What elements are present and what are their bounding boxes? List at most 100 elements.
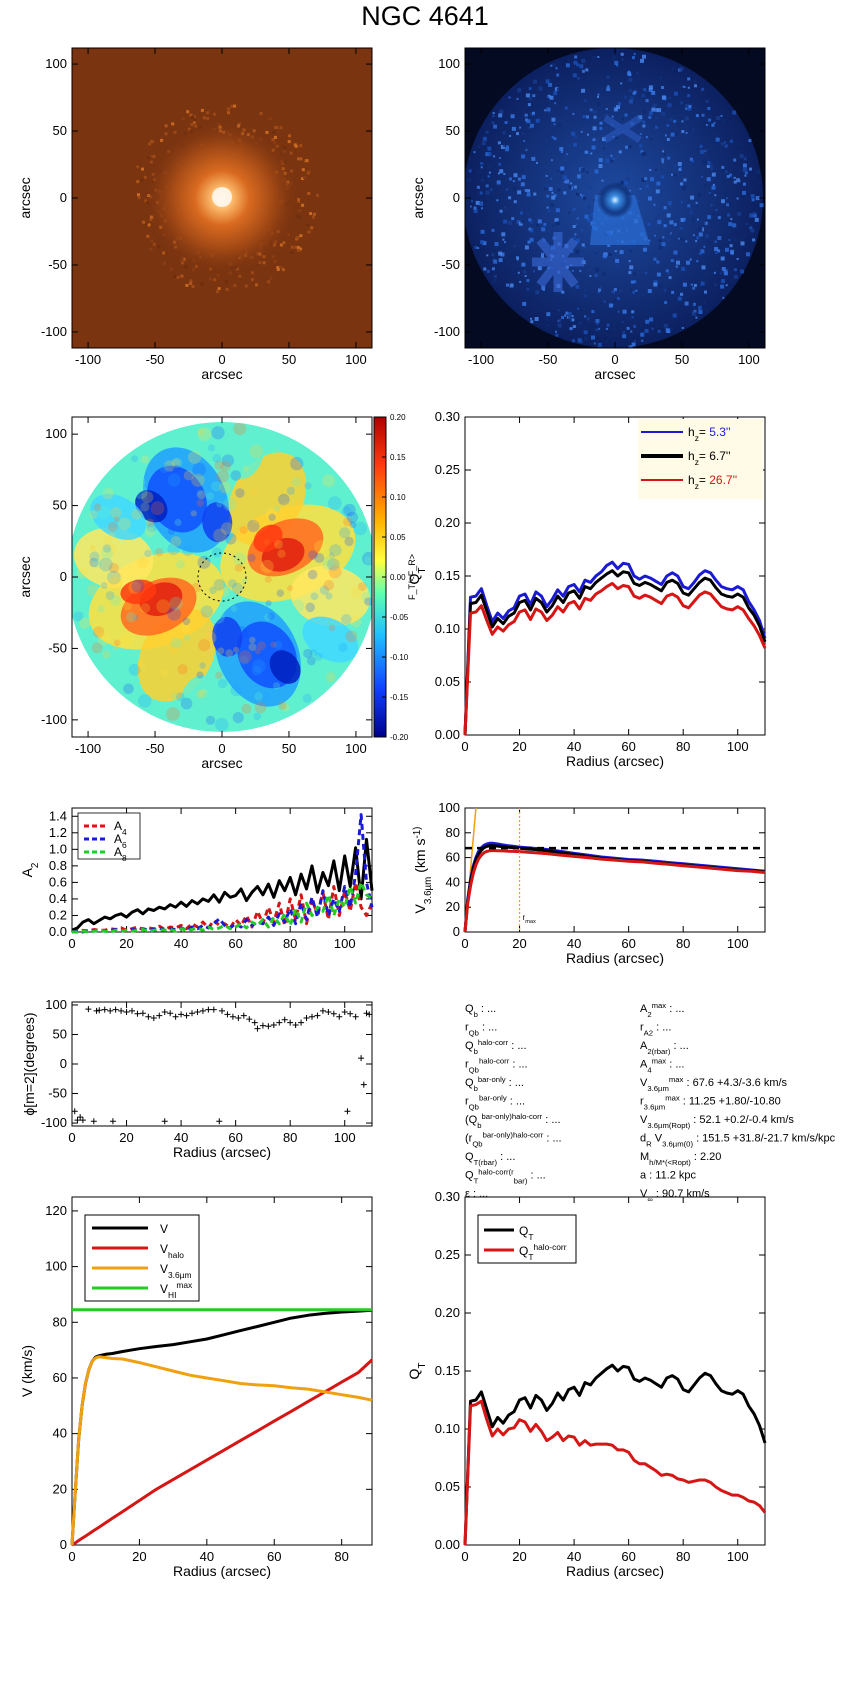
y-tick-label: -100 — [41, 712, 67, 727]
blue-speckle-pixel — [688, 104, 692, 108]
force-map-texture — [362, 551, 372, 566]
phase-point — [112, 1006, 119, 1013]
blue-speckle-pixel — [572, 207, 576, 211]
blue-speckle-pixel — [631, 310, 635, 314]
orange-speckle-pixel — [217, 287, 221, 291]
force-map-texture — [364, 556, 372, 565]
blue-speckle-pixel — [616, 297, 620, 300]
legend-box — [477, 1214, 577, 1264]
blue-speckle-pixel — [744, 171, 748, 175]
blue-speckle-pixel — [634, 339, 636, 342]
force-map-texture — [196, 490, 206, 500]
blue-speckle-pixel — [722, 296, 725, 299]
phase-point — [341, 1009, 348, 1016]
blue-speckle-pixel — [555, 330, 557, 333]
blue-speckle-pixel — [499, 174, 502, 177]
blue-speckle-pixel — [546, 324, 550, 328]
blue-speckle-pixel — [596, 102, 601, 107]
blue-speckle-pixel — [621, 118, 624, 121]
blue-speckle-pixel — [553, 137, 557, 141]
phase-point — [134, 1010, 141, 1017]
blue-speckle-pixel — [516, 132, 519, 136]
blue-speckle-pixel — [696, 109, 700, 113]
force-map-texture — [281, 607, 291, 616]
blue-speckle-pixel — [648, 115, 652, 119]
force-map-texture — [225, 533, 237, 545]
phase-point — [189, 1010, 195, 1017]
blue-speckle-pixel — [744, 174, 747, 177]
blue-speckle-pixel — [711, 185, 716, 190]
blue-speckle-pixel — [679, 67, 684, 72]
blue-speckle-pixel — [743, 182, 746, 186]
orange-speckle-pixel — [176, 275, 180, 279]
blue-speckle-pixel — [529, 123, 534, 128]
blue-speckle-pixel — [759, 203, 764, 208]
blue-speckle-pixel — [528, 126, 531, 129]
force-map-texture — [97, 605, 105, 613]
axes-orange-image: -100 -50 0 50 100 -100 -50 0 50 100 arcsec arcsec — [17, 47, 373, 382]
axes-fourier-amplitudes: 0 20 40 60 80 100 0.0 0.20.4 0.60.8 1.01.2 1.4 A2 — [19, 807, 373, 951]
blue-speckle-pixel — [522, 301, 527, 306]
y-axis-label-group: QT — [406, 1363, 428, 1380]
force-map-texture — [172, 457, 183, 468]
blue-speckle-pixel — [610, 159, 614, 163]
x-tick-label: 80 — [334, 1549, 348, 1564]
panel-blue-image: -100 -50 0 50 100 -100 -50 0 50 100 arcsec arcsec — [410, 47, 766, 382]
blue-speckle-pixel — [687, 86, 690, 89]
orange-speckle-pixel — [224, 280, 228, 284]
y-tick-label: 60 — [53, 1370, 67, 1385]
blue-speckle-pixel — [708, 163, 713, 168]
blue-speckle-pixel — [699, 90, 702, 93]
phase-point — [79, 1117, 86, 1124]
orange-speckle-pixel — [297, 215, 301, 219]
orange-speckle-pixel — [233, 104, 237, 108]
blue-speckle-pixel — [729, 244, 733, 248]
phase-point — [276, 1019, 283, 1026]
y-axis-label: V3.6µm (km s-1) — [412, 827, 434, 914]
blue-speckle-pixel — [602, 254, 607, 259]
blue-speckle-pixel — [541, 254, 544, 258]
blue-speckle-pixel — [581, 229, 584, 232]
blue-speckle-pixel — [559, 73, 562, 76]
blue-speckle-pixel — [535, 249, 537, 252]
orange-speckle-pixel — [200, 282, 204, 286]
blue-speckle-pixel — [486, 269, 490, 273]
blue-speckle-pixel — [690, 283, 693, 286]
orange-speckle-pixel — [152, 155, 156, 158]
blue-speckle-pixel — [480, 162, 484, 166]
blue-speckle-pixel — [632, 56, 635, 60]
colorbar-tick-label: 0.00 — [390, 573, 406, 582]
x-tick-label: 20 — [132, 1549, 146, 1564]
blue-speckle-pixel — [632, 290, 636, 294]
force-map-texture — [160, 668, 170, 677]
x-tick-label: 80 — [283, 936, 297, 951]
force-map-texture — [306, 656, 316, 666]
blue-speckle-pixel — [678, 167, 682, 171]
y-tick-label: 50 — [53, 498, 67, 513]
blue-speckle-pixel — [724, 170, 728, 174]
blue-speckle-pixel — [715, 208, 718, 211]
blue-speckle-pixel — [493, 197, 498, 202]
force-map-texture — [192, 462, 206, 477]
blue-speckle-pixel — [641, 177, 646, 182]
force-map-texture — [183, 470, 194, 481]
blue-speckle-pixel — [517, 177, 521, 181]
x-tick-label: 40 — [567, 936, 581, 951]
blue-speckle-pixel — [677, 296, 682, 301]
force-map-texture — [76, 567, 88, 579]
blue-speckle-pixel — [485, 130, 489, 134]
blue-speckle-pixel — [740, 269, 745, 274]
blue-speckle-pixel — [678, 237, 680, 240]
blue-speckle-pixel — [630, 330, 633, 333]
force-map-texture — [343, 517, 353, 527]
blue-speckle-pixel — [714, 194, 717, 197]
blue-speckle-pixel — [726, 197, 729, 200]
orange-speckle-pixel — [147, 156, 151, 159]
y-tick-label: 0 — [60, 569, 67, 584]
blue-speckle-pixel — [636, 199, 639, 202]
galaxy-nucleus — [212, 187, 232, 207]
blue-speckle-pixel — [567, 314, 572, 319]
y-tick-label: 100 — [45, 997, 67, 1012]
blue-speckle-pixel — [491, 253, 495, 257]
blue-speckle-pixel — [645, 319, 650, 324]
